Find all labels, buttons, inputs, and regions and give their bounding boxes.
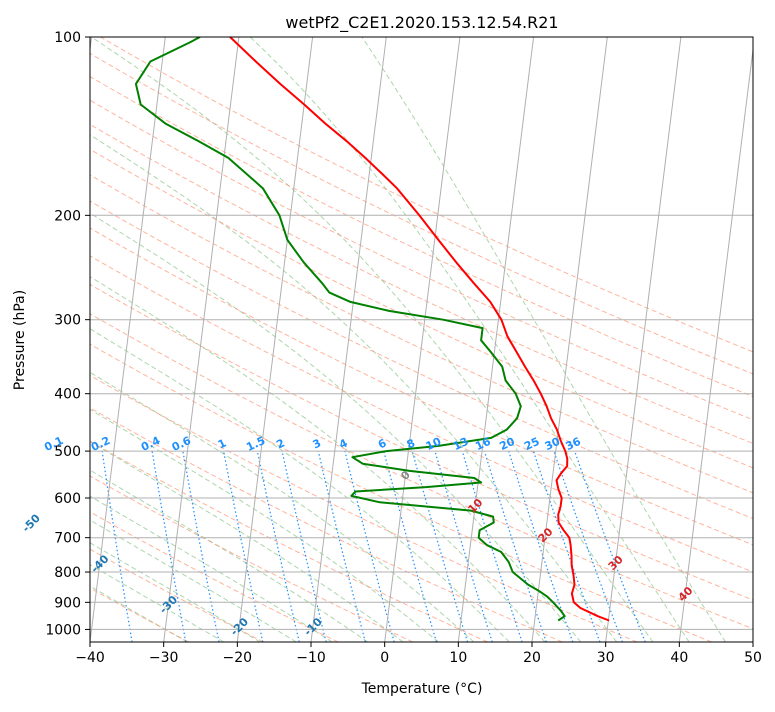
- y-tick-label: 900: [54, 595, 81, 611]
- y-axis-label: Pressure (hPa): [12, 290, 28, 390]
- x-tick-label: −10: [296, 650, 326, 666]
- x-axis-label: Temperature (°C): [361, 681, 483, 697]
- y-tick-label: 100: [54, 30, 81, 46]
- x-tick-label: 20: [523, 650, 541, 666]
- y-tick-label: 700: [54, 531, 81, 547]
- y-tick-label: 800: [54, 565, 81, 581]
- y-tick-label: 600: [54, 491, 81, 507]
- y-tick-label: 300: [54, 313, 81, 329]
- x-axis: −40 −30 −20 −10 0 10 20 30 40 50: [75, 642, 762, 666]
- y-tick-label: 200: [54, 208, 81, 224]
- x-tick-label: 50: [744, 650, 762, 666]
- x-tick-label: −30: [149, 650, 179, 666]
- y-tick-label: 1000: [45, 622, 81, 638]
- y-axis: 100 200 300 400 500 600 700 800 900 1000: [45, 30, 90, 638]
- isotherm-label: -50: [20, 511, 43, 534]
- chart-title: wetPf2_C2E1.2020.153.12.54.R21: [285, 13, 558, 33]
- dendritic-line: [0, 37, 13, 642]
- y-tick-label: 500: [54, 444, 81, 460]
- isotherm-line: [753, 37, 775, 642]
- y-tick-label: 400: [54, 387, 81, 403]
- x-tick-label: −40: [75, 650, 105, 666]
- x-tick-label: 40: [670, 650, 688, 666]
- x-tick-label: 30: [597, 650, 615, 666]
- x-tick-label: 0: [380, 650, 389, 666]
- x-tick-label: −20: [223, 650, 253, 666]
- x-tick-label: 10: [449, 650, 467, 666]
